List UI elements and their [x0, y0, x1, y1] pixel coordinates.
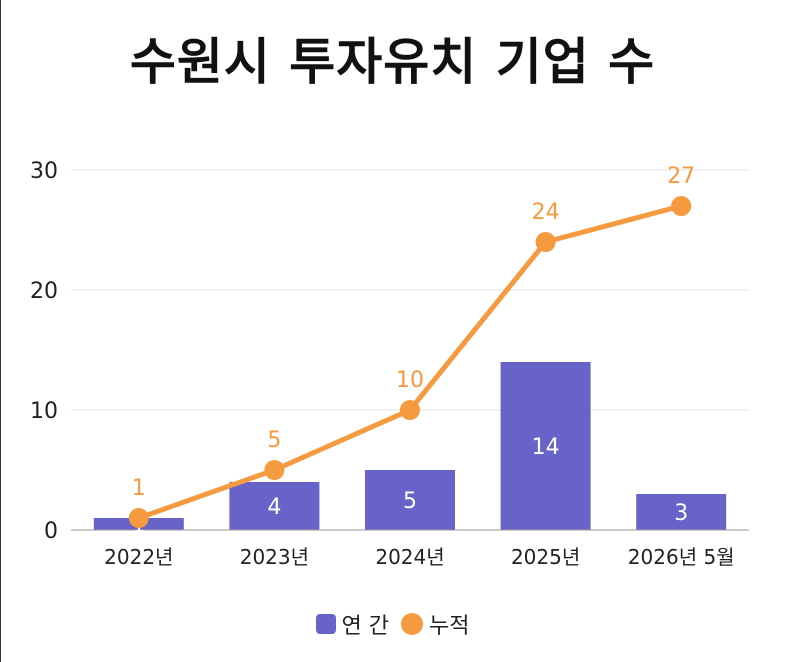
- legend-item-cumulative[interactable]: 누적: [401, 608, 469, 640]
- line-value-label: 5: [267, 428, 281, 453]
- x-tick-label: 2024년: [375, 545, 444, 569]
- y-tick-label: 0: [44, 519, 58, 544]
- y-tick-label: 10: [30, 399, 58, 424]
- bar-value-label: 5: [403, 489, 417, 514]
- left-edge-rule: [0, 0, 1, 662]
- line-point: [535, 232, 556, 252]
- bar: [365, 470, 455, 530]
- bar: [229, 482, 320, 530]
- x-tick-label: 2025년: [511, 545, 580, 569]
- legend: 연 간 누적: [0, 608, 785, 640]
- legend-swatch-annual: [315, 614, 336, 634]
- x-tick-label: 2026년 5월: [628, 545, 735, 569]
- line-value-label: 10: [396, 368, 424, 393]
- bar-value-label: 14: [532, 435, 560, 460]
- bar-value-label: 4: [267, 495, 281, 520]
- y-tick-label: 20: [30, 279, 58, 304]
- y-tick-label: 30: [30, 159, 58, 184]
- line-point: [400, 400, 420, 420]
- x-tick-label: 2023년: [240, 545, 309, 569]
- chart-title: 수원시 투자유치 기업 수: [129, 33, 656, 91]
- line-value-label: 24: [532, 200, 560, 225]
- line-value-label: 27: [667, 164, 695, 189]
- bar: [636, 494, 727, 530]
- legend-item-annual[interactable]: 연 간: [315, 608, 389, 640]
- legend-label-cumulative: 누적: [429, 614, 470, 639]
- legend-label-annual: 연 간: [341, 614, 389, 639]
- bar: [500, 362, 591, 530]
- bar-value-label: 3: [674, 501, 688, 526]
- legend-swatch-cumulative: [401, 613, 423, 635]
- line-value-label: 1: [132, 476, 146, 501]
- line-point: [128, 508, 149, 528]
- line-point: [264, 460, 285, 480]
- x-tick-label: 2022년: [104, 545, 173, 569]
- line-point: [671, 196, 692, 216]
